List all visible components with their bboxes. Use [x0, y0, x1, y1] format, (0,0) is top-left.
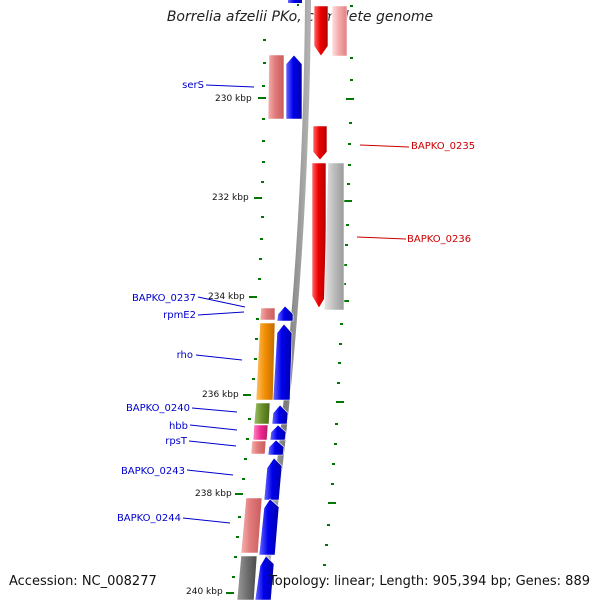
tick-marks [226, 4, 354, 594]
gene-reverse-top-light [331, 5, 348, 57]
label-bapko-0243[interactable]: BAPKO_0243 [121, 466, 185, 477]
gene-top-blue [288, 0, 302, 3]
tick-label-238: 238 kbp [195, 489, 232, 499]
gene-hbb-magenta [252, 424, 269, 441]
label-rpst[interactable]: rpsT [165, 436, 188, 447]
accession-text: Accession: NC_008277 [9, 574, 157, 589]
label-bapko-0236[interactable]: BAPKO_0236 [407, 234, 471, 245]
gene-bapko-0236-rna [323, 162, 345, 311]
gene-bottom-gray [236, 555, 258, 600]
label-bapko-0237[interactable]: BAPKO_0237 [132, 293, 196, 304]
gene-bapko-0243 [263, 457, 283, 501]
gene-sers-pink [267, 54, 285, 120]
label-hbb[interactable]: hbb [169, 421, 188, 432]
gene-rpme2 [276, 305, 294, 322]
gene-bapko-0235 [312, 125, 328, 161]
label-bapko-0240[interactable]: BAPKO_0240 [126, 403, 190, 414]
gene-bapko-0237-pink [259, 307, 276, 321]
gene-bapko-0240-green [253, 402, 271, 425]
tick-label-232: 232 kbp [212, 193, 249, 203]
gene-bottom-blue [254, 555, 275, 600]
gene-rho-orange [255, 322, 276, 401]
gene-bapko-0236 [311, 162, 327, 309]
gene-reverse-top [313, 5, 329, 57]
gene-bapko-0240 [271, 404, 289, 425]
gene-rpst-pink [250, 440, 267, 455]
genome-summary-text: Topology: linear; Length: 905,394 bp; Ge… [269, 574, 590, 589]
gene-bapko-0244 [258, 498, 280, 556]
tick-label-236: 236 kbp [202, 390, 239, 400]
tick-label-230: 230 kbp [215, 94, 252, 104]
gene-rpst [267, 439, 285, 456]
tick-label-240: 240 kbp [186, 587, 223, 597]
label-rpme2[interactable]: rpmE2 [163, 310, 196, 321]
gene-sers [285, 54, 303, 120]
label-rho[interactable]: rho [177, 350, 193, 361]
genome-title: Borrelia afzelii PKo, complete genome [166, 9, 434, 25]
gene-bapko-0244-pink [240, 497, 263, 554]
label-bapko-0235[interactable]: BAPKO_0235 [411, 141, 475, 152]
label-sers[interactable]: serS [182, 80, 204, 91]
label-bapko-0244[interactable]: BAPKO_0244 [117, 513, 181, 524]
gene-hbb [269, 424, 287, 441]
tick-label-234: 234 kbp [208, 292, 245, 302]
gene-rho [272, 323, 293, 401]
